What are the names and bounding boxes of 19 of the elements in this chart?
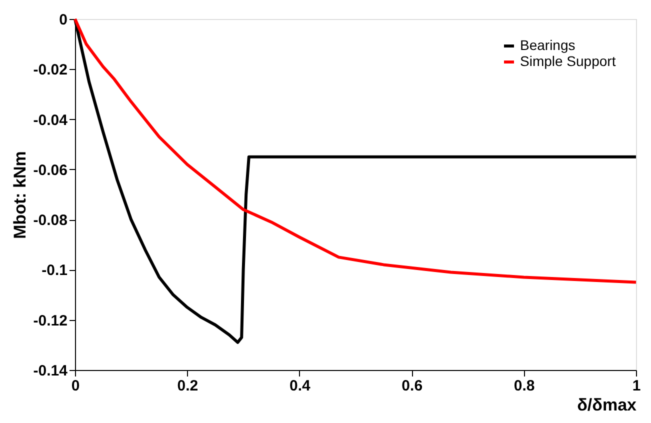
y-tick-label: -0.02 xyxy=(33,62,68,79)
legend-label: Simple Support xyxy=(520,53,616,69)
x-axis-title: δ/δmax xyxy=(577,396,638,414)
line-series xyxy=(74,18,638,284)
x-tick-label: 0 xyxy=(71,378,80,394)
x-tick-label: 1 xyxy=(632,378,641,394)
y-tick-label: 0 xyxy=(59,12,68,28)
x-tick-label: 0.4 xyxy=(289,378,311,394)
y-axis-title: Mbot: kNm xyxy=(10,151,30,239)
x-tick-label: 0.6 xyxy=(402,378,423,394)
y-tick-label: -0.06 xyxy=(33,162,68,179)
y-tick-label: -0.04 xyxy=(33,112,68,129)
legend-label: Bearings xyxy=(520,37,576,53)
y-tick-label: -0.1 xyxy=(42,262,68,280)
y-tick-label: -0.14 xyxy=(33,362,68,380)
x-tick-label: 0.2 xyxy=(177,378,198,394)
y-tick-label: -0.12 xyxy=(33,312,68,330)
y-tick-label: -0.08 xyxy=(33,212,68,230)
x-tick-label: 0.8 xyxy=(514,378,535,394)
